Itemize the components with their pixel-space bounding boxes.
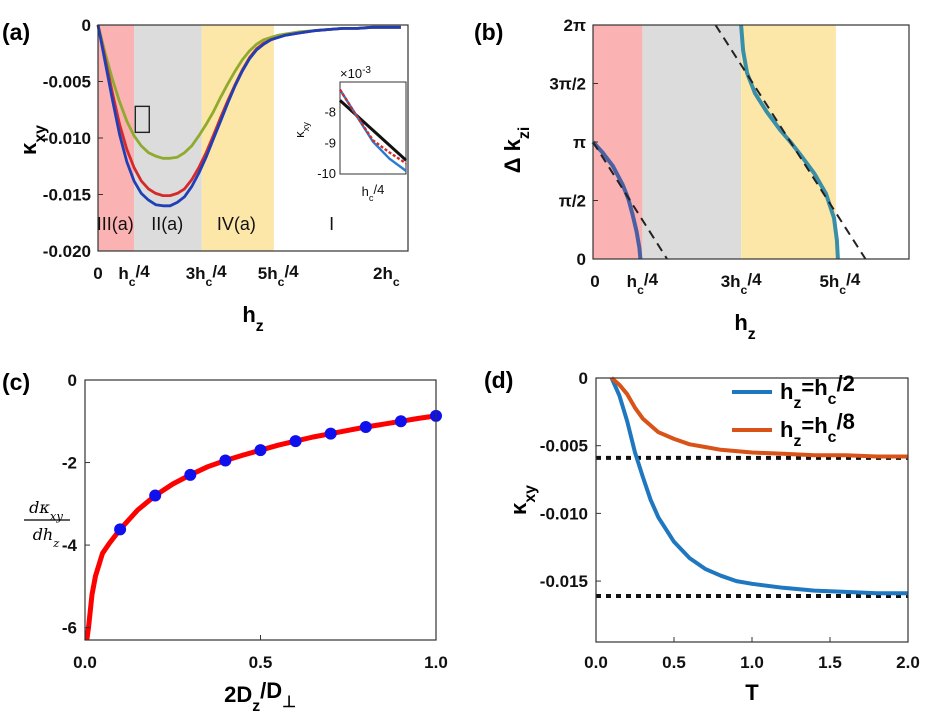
region-label-3: I: [329, 214, 334, 234]
y-axis-label-denominator: dhz: [33, 525, 61, 550]
zoom-box: [134, 105, 150, 134]
y-tick-label-1: -0.005: [540, 437, 588, 456]
y-tick-label-1: -0.005: [43, 73, 91, 92]
x-tick-label-2: 1.0: [740, 653, 764, 672]
x-axis-label-c: 2Dz/D⊥: [224, 678, 296, 715]
inset-line-red-dashed: [338, 89, 407, 165]
data-point-7: [359, 421, 372, 434]
x-axis-label-d: T: [745, 680, 759, 705]
x-tick-label-1: 0.5: [249, 653, 273, 672]
panel-d: 0 -0.005 -0.010 -0.015 0.0 0.5 1.0 1.5 2.0 hz=hc/…: [484, 367, 920, 705]
inset-x-label: hc/4: [362, 182, 385, 203]
dashed-line-0: [592, 141, 668, 260]
x-tick-label-4: 2.0: [896, 653, 920, 672]
y-axis-label-numerator: dκxy: [29, 498, 63, 523]
y-tick-label-2: -0.010: [43, 129, 91, 148]
x-tick-label-3: 5hc/4: [819, 270, 860, 297]
y-axis-label-b: Δ kzi: [500, 127, 533, 173]
y-tick-label-0: 0: [82, 16, 91, 35]
inset-y-tick-2: -10: [317, 166, 336, 181]
y-tick-label-2: -0.010: [540, 504, 588, 523]
region-3: [835, 25, 909, 259]
region-label-2: IV(a): [217, 214, 256, 234]
x-tick-label-1: hc/4: [118, 262, 150, 289]
region-label-0: III(a): [97, 214, 134, 234]
region-1: [134, 25, 202, 251]
y-tick-label-4: -0.020: [43, 242, 91, 261]
panel-label-a: (a): [2, 19, 30, 45]
inset-y-tick-1: -9: [324, 135, 336, 150]
dashed-line-1: [714, 24, 867, 260]
y-tick-label-0: 0: [68, 371, 77, 390]
y-tick-label-1: π/2: [559, 192, 586, 211]
series-line-hz=hc/2: [609, 377, 908, 596]
y-tick-label-0: 0: [579, 369, 588, 388]
y-tick-label-1: -2: [62, 454, 77, 473]
y-axis-label-a: κxy: [16, 125, 49, 155]
x-tick-label-2: 3hc/4: [186, 262, 227, 289]
legend-label-0: hz=hc/2: [780, 371, 855, 412]
x-tick-label-0: 0: [93, 264, 102, 283]
data-point-4: [254, 444, 267, 457]
x-axis-label-b: hz: [734, 310, 755, 343]
inset-exponent: ×10-3: [340, 65, 371, 81]
legend-label-1: hz=hc/8: [780, 409, 855, 450]
data-point-0: [114, 523, 127, 536]
x-tick-label-1: hc/4: [627, 270, 659, 297]
panel-label-d: (d): [484, 367, 513, 393]
y-tick-label-3: -0.015: [43, 186, 91, 205]
data-point-5: [289, 435, 302, 448]
inset-y-tick-0: -8: [324, 105, 336, 120]
panel-b: 0 π/2 π 3π/2 2π 0 hc/4 3hc/4 5hc/4 (b) hz Δ kzi: [474, 16, 910, 343]
x-tick-label-3: 5hc/4: [258, 262, 299, 289]
x-tick-label-1: 0.5: [662, 653, 686, 672]
inset-line-black: [338, 99, 408, 162]
x-tick-label-0: 0: [590, 272, 599, 291]
x-tick-label-2: 3hc/4: [721, 270, 762, 297]
panel-label-b: (b): [474, 19, 503, 45]
y-tick-label-3: 3π/2: [549, 75, 586, 94]
x-tick-label-3: 1.5: [818, 653, 842, 672]
data-point-3: [219, 454, 232, 467]
series-line-blue: [96, 24, 401, 208]
panel-label-c: (c): [2, 369, 30, 395]
data-point-8: [394, 415, 407, 428]
y-tick-label-3: -0.015: [540, 572, 588, 591]
inset-frame: [339, 81, 407, 175]
x-axis-label-a: hz: [242, 302, 263, 335]
data-point-2: [184, 468, 197, 481]
data-point-6: [324, 427, 337, 440]
x-tick-label-2: 1.0: [424, 653, 448, 672]
x-tick-label-0: 0.0: [584, 653, 608, 672]
series-line-hz=hc/8: [610, 376, 908, 459]
y-axis-label-d: κxy: [506, 485, 539, 515]
data-point-1: [149, 489, 162, 502]
x-tick-label-0: 0.0: [73, 653, 97, 672]
region-1: [642, 25, 742, 259]
y-tick-label-2: π: [573, 133, 586, 152]
panel-a: III(a) II(a) IV(a) I 0 -0.005 -0.010 -0.015 -0.0…: [2, 16, 409, 335]
region-label-1: II(a): [151, 214, 183, 234]
y-tick-label-0: 0: [577, 250, 586, 269]
inset-y-label: κxy: [292, 122, 311, 138]
x-tick-label-4: 2hc: [373, 264, 400, 289]
y-tick-label-4: 2π: [564, 16, 586, 35]
y-tick-label-3: -6: [62, 619, 77, 638]
y-tick-label-2: -4: [62, 536, 78, 555]
